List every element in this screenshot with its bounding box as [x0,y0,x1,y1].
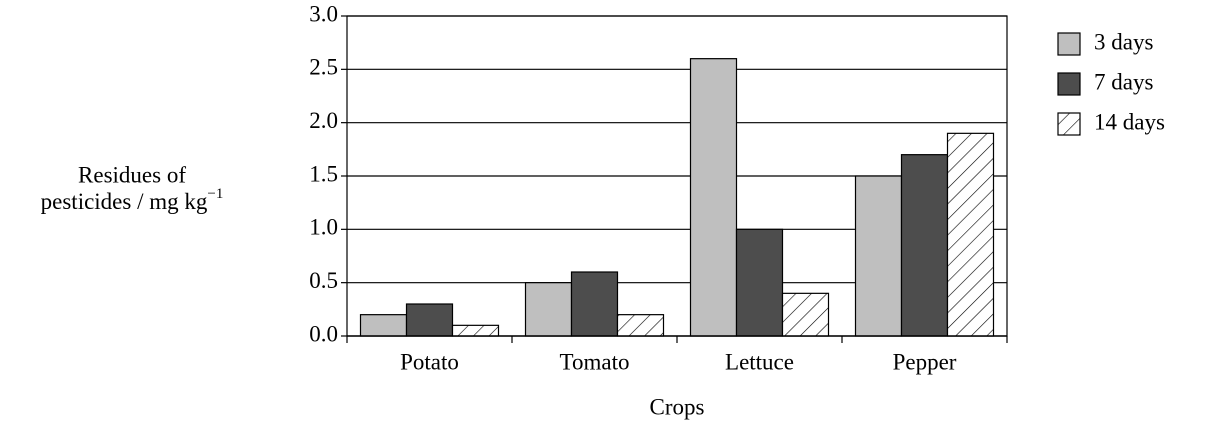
y-axis-label-text: pesticides / mg kg [41,189,208,214]
legend-swatch [1057,32,1081,56]
y-tick-label: 1.0 [309,215,338,240]
y-tick-label: 2.0 [309,108,338,133]
bar [735,228,784,337]
x-tick-label: Lettuce [725,349,794,374]
x-axis-label: Crops [650,394,705,419]
legend-label: 14 days [1094,109,1165,134]
y-axis-label: Residues of [78,162,186,187]
bar [781,292,830,337]
bar [946,132,995,337]
y-tick-label: 0.0 [309,321,338,346]
bar [405,303,454,337]
y-tick-label: 1.5 [309,161,338,186]
bar [616,314,665,337]
y-tick-label: 0.5 [309,268,338,293]
legend-swatch [1057,112,1081,136]
bar [359,314,408,337]
x-tick-label: Tomato [560,349,630,374]
bar [854,175,903,337]
x-tick-label: Pepper [893,349,957,374]
y-tick-label: 3.0 [309,1,338,26]
y-axis-label-superscript: −1 [207,186,223,202]
legend-label: 3 days [1094,29,1153,54]
bar [524,282,573,337]
bar [451,324,500,337]
legend-label: 7 days [1094,69,1153,94]
y-axis-label: pesticides / mg kg−1 [41,186,224,214]
y-tick-label: 2.5 [309,55,338,80]
bar [689,58,738,337]
legend-swatch [1057,72,1081,96]
bar [570,271,619,337]
x-tick-label: Potato [400,349,459,374]
bar [900,154,949,337]
